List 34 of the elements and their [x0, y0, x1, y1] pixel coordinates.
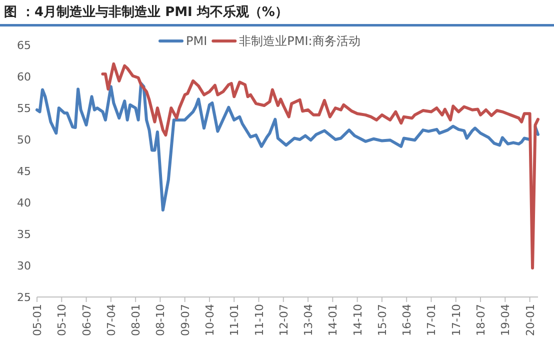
- x-tick-label: 15-07: [376, 304, 389, 336]
- x-tick-label: 07-04: [104, 304, 118, 336]
- x-tick-label: 18-07: [474, 304, 488, 336]
- x-tick-label: 05-10: [56, 304, 69, 336]
- legend-label: PMI: [186, 34, 208, 48]
- x-tick-label: 09-07: [178, 304, 192, 336]
- x-tick-label: 20-01: [524, 304, 537, 336]
- x-tick-label: 13-04: [302, 304, 316, 336]
- x-tick-label: 17-10: [450, 304, 463, 336]
- y-tick-label: 60: [17, 70, 31, 84]
- x-tick-label: 14-01: [326, 304, 340, 336]
- y-tick-label: 50: [17, 134, 31, 146]
- y-tick-label: 25: [17, 291, 31, 304]
- x-tick-label: 10-04: [203, 304, 216, 336]
- legend-label: 非制造业PMI:商务活动: [239, 34, 360, 48]
- x-tick-label: 08-01: [130, 304, 143, 336]
- y-tick-label: 30: [17, 260, 31, 272]
- x-tick-label: 05-01: [31, 304, 44, 336]
- x-tick-label: 12-07: [277, 304, 290, 336]
- x-tick-label: 16-04: [400, 304, 414, 336]
- x-tick-label: 11-10: [252, 304, 266, 336]
- x-tick-label: 11-01: [228, 304, 242, 336]
- y-tick-label: 40: [17, 196, 31, 210]
- x-tick-label: 06-07: [80, 304, 94, 336]
- y-tick-label: 65: [17, 39, 31, 52]
- y-tick-label: 45: [17, 165, 31, 178]
- line-series: [101, 62, 540, 270]
- y-tick-label: 55: [17, 102, 31, 115]
- x-tick-label: 08-10: [154, 304, 168, 336]
- y-tick-label: 35: [17, 228, 31, 241]
- x-tick-label: 17-01: [425, 304, 438, 336]
- x-tick-label: 19-04: [499, 304, 512, 336]
- x-tick-label: 14-10: [351, 304, 364, 336]
- chart-title: 图 ：4月制造业与非制造业 PMI 均不乐观（%）: [4, 4, 288, 20]
